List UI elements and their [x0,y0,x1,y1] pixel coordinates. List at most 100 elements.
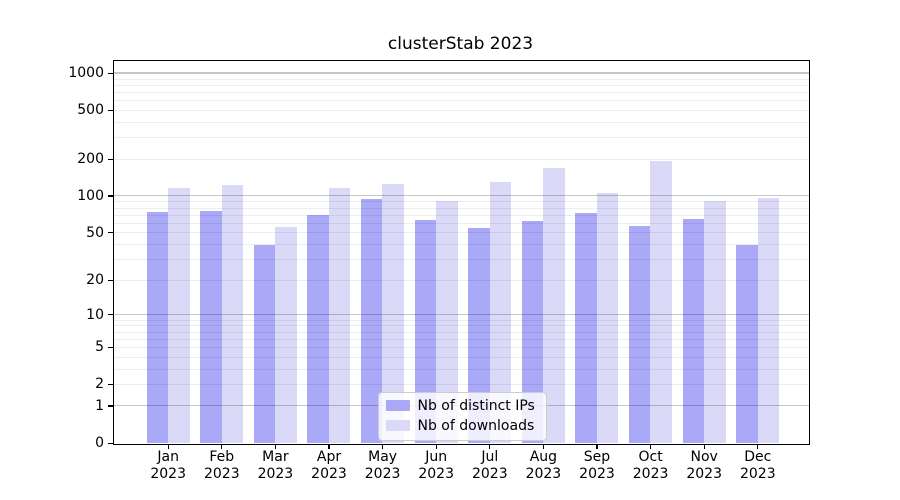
bar-downloads [650,160,672,443]
gridline-minor [113,92,809,94]
legend-item-distinct-ips: Nb of distinct IPs [385,397,535,414]
gridline-major [113,195,809,197]
legend-swatch-downloads-icon [385,420,410,431]
x-tick-mark [703,444,705,450]
bar-distinct-ips [468,228,490,443]
gridline-minor [113,201,809,203]
legend-label-downloads: Nb of downloads [417,417,535,434]
bar-downloads [382,183,404,443]
bar-distinct-ips [521,221,544,443]
bar-distinct-ips [360,198,383,443]
gridline-minor [113,159,809,160]
x-tick-label: Mar 2023 [257,449,294,482]
x-tick-label: Jun 2023 [418,449,454,482]
gridline-major [113,313,809,316]
y-tick-label: 1 [95,398,104,414]
y-tick-mark [107,195,114,197]
gridline-minor [113,232,809,234]
x-tick-mark [757,444,759,450]
y-tick-mark [107,158,114,160]
y-tick-label: 100 [77,188,104,204]
grid-layer [113,61,809,444]
bar-distinct-ips [575,212,597,443]
x-tick-label: Nov 2023 [686,449,722,482]
bar-downloads [436,200,458,443]
y-tick-label: 1000 [68,65,104,82]
x-tick-label: Aug 2023 [525,449,562,482]
gridline-minor [113,85,809,86]
bar-distinct-ips [253,245,276,443]
gridline-minor [113,259,809,261]
legend-label-distinct-ips: Nb of distinct IPs [417,397,535,414]
x-tick-mark [328,444,330,450]
y-tick-mark [107,72,114,74]
y-tick-label: 500 [77,102,104,119]
x-tick-mark [221,444,223,450]
x-tick-mark [542,444,544,450]
gridline-minor [113,338,809,340]
bar-distinct-ips [628,225,651,443]
legend: Nb of distinct IPs Nb of downloads [377,391,547,441]
y-tick-label: 0 [95,435,104,452]
x-tick-mark [650,444,652,450]
gridline-minor [113,325,809,327]
legend-swatch-distinct-ips-icon [385,400,410,411]
gridline-minor [113,214,809,216]
x-tick-label: Oct 2023 [632,449,669,482]
bar-downloads [489,181,512,443]
y-tick-mark [107,109,114,111]
gridline-minor [113,207,809,209]
bar-distinct-ips [146,211,168,443]
bar-downloads [543,167,565,443]
gridline-minor [113,356,809,358]
bars-layer [114,61,809,444]
y-tick-label: 5 [95,339,104,356]
y-tick-label: 20 [86,272,104,289]
x-tick-mark [382,444,384,450]
y-tick-mark [107,346,114,348]
bar-downloads [704,200,726,443]
x-tick-label: May 2023 [364,449,401,482]
gridline-minor [113,100,809,102]
y-tick-mark [107,405,114,407]
bar-downloads [596,192,619,443]
x-tick-mark [596,444,598,450]
y-tick-mark [107,442,114,444]
x-tick-mark [435,444,437,450]
y-tick-label: 50 [86,224,104,241]
legend-item-downloads: Nb of downloads [385,417,535,434]
gridline-minor [113,137,809,139]
gridline-minor [113,368,809,370]
x-tick-label: Dec 2023 [739,449,776,482]
bar-downloads [757,198,780,443]
y-tick-label: 10 [86,306,104,323]
y-tick-mark [107,232,114,234]
y-tick-mark [107,279,114,281]
x-tick-mark [167,444,169,450]
x-tick-label: Feb 2023 [203,449,240,482]
y-tick-label: 2 [95,376,104,393]
x-tick-mark [489,444,491,450]
bar-distinct-ips [307,214,329,443]
gridline-minor [113,122,809,123]
gridline-minor [113,110,809,112]
y-tick-label: 200 [77,151,104,168]
y-tick-mark [107,383,114,385]
x-tick-label: Sep 2023 [579,449,615,482]
y-tick-mark [107,314,114,316]
gridline-minor [113,319,809,321]
bar-downloads [328,188,351,443]
bar-downloads [275,226,297,443]
x-tick-mark [274,444,276,450]
bar-distinct-ips [414,220,436,443]
chart-title: clusterStab 2023 [387,34,534,54]
plot-area: Nb of distinct IPs Nb of downloads [112,59,810,445]
x-tick-label: Jul 2023 [471,449,508,482]
x-tick-label: Jan 2023 [150,449,186,482]
bar-distinct-ips [736,245,758,443]
gridline-minor [113,331,809,333]
gridline-major [113,72,809,74]
bar-distinct-ips [682,219,704,443]
x-tick-label: Apr 2023 [311,449,347,482]
